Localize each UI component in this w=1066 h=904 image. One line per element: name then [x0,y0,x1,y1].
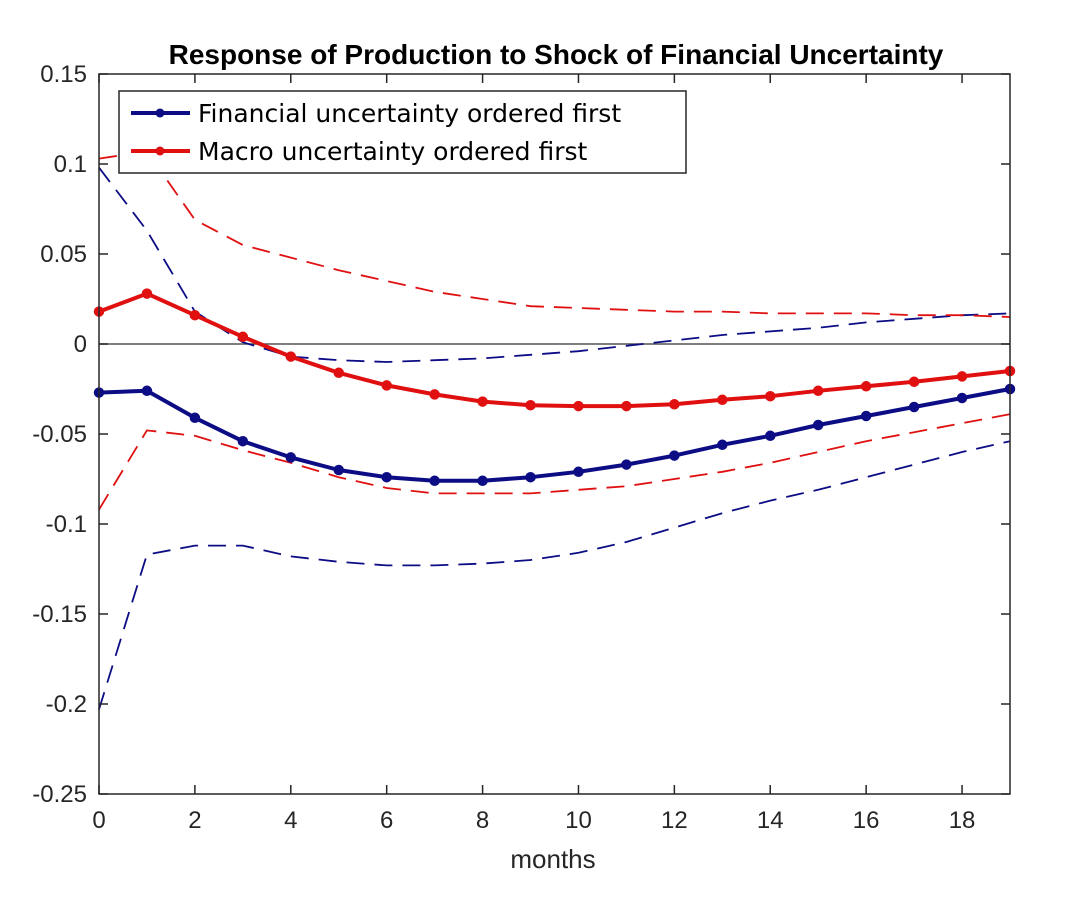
x-tick-label: 2 [188,807,201,834]
series-1-point [285,351,297,362]
series-0-point [429,475,440,487]
series-1-line [98,291,1011,409]
x-tick-label: 4 [284,807,297,834]
band-0-upper-line [98,167,1011,363]
series-1-point [908,376,920,388]
series-1-point [860,381,872,392]
series-0-point [669,450,680,461]
x-tick-label: 12 [661,807,688,834]
legend-box [118,90,687,174]
legend-marker-1 [155,146,165,156]
band-1-lower-line [98,413,1011,511]
series-0-point [908,401,920,413]
series-1-point [189,309,201,321]
series-1-point [621,400,632,412]
series-1-point [669,399,680,410]
y-tick-label: -0.05 [32,421,87,448]
y-tick-label: 0.1 [54,151,87,178]
legend-marker-0 [155,108,165,118]
legend-label-1: Macro uncertainty ordered first [198,137,588,166]
series-0-point [812,419,824,431]
y-tick-label: 0 [74,331,87,358]
band-1-upper-line [98,150,1011,318]
series-1-point [525,399,536,411]
x-tick-label: 10 [565,807,592,834]
series-1-point [429,389,440,400]
series-0-point [765,430,776,442]
series-0-point [237,435,249,447]
legend-label-0: Financial uncertainty ordered first [198,99,621,128]
legend: Financial uncertainty ordered first Macro… [118,90,687,174]
series-0-point [860,410,872,422]
series-0-point [333,464,344,476]
x-axis-label: months [510,844,595,874]
series-1-point [956,371,968,382]
x-tick-label: 16 [853,807,880,834]
plot-area: 0 2 4 6 8 10 12 14 16 18 0.15 0.1 0.05 0 -0.05 -0.1 -0.1… [32,61,1016,834]
series-0-point [285,452,297,463]
series-1-point [333,367,344,379]
series-1-point [573,400,584,412]
x-tick-label: 6 [380,807,393,834]
series-0-point [381,471,392,483]
y-tick-label: 0.05 [40,241,87,268]
series-1-point [477,396,488,407]
x-tick-label: 0 [92,807,105,834]
band-0-lower-line [98,440,1011,710]
series-0-point [525,471,536,483]
plot-background [99,74,1010,794]
x-tick-label: 18 [949,807,976,834]
y-tick-label: -0.1 [46,511,87,538]
series-0-point [189,412,201,424]
x-tick-label: 14 [757,807,784,834]
y-tick-label: 0.15 [40,61,87,88]
series-1-point [381,380,392,391]
series-1-point [717,394,728,406]
series-0-point [621,459,632,470]
series-0-line [98,387,1011,483]
series-1-point [141,288,153,299]
series-1-point [237,331,249,343]
series-0-point [477,475,488,487]
y-tick-label: -0.15 [32,601,87,628]
series-0-point [717,439,728,451]
series-0-point [573,466,584,478]
series-0-point [956,392,968,404]
series-1-point [765,390,776,402]
series-0-point [141,385,153,397]
series-1-point [812,385,824,397]
x-tick-label: 8 [476,807,489,834]
y-tick-label: -0.2 [46,691,87,718]
y-tick-label: -0.25 [32,781,87,808]
chart-title: Response of Production to Shock of Finan… [169,39,944,70]
